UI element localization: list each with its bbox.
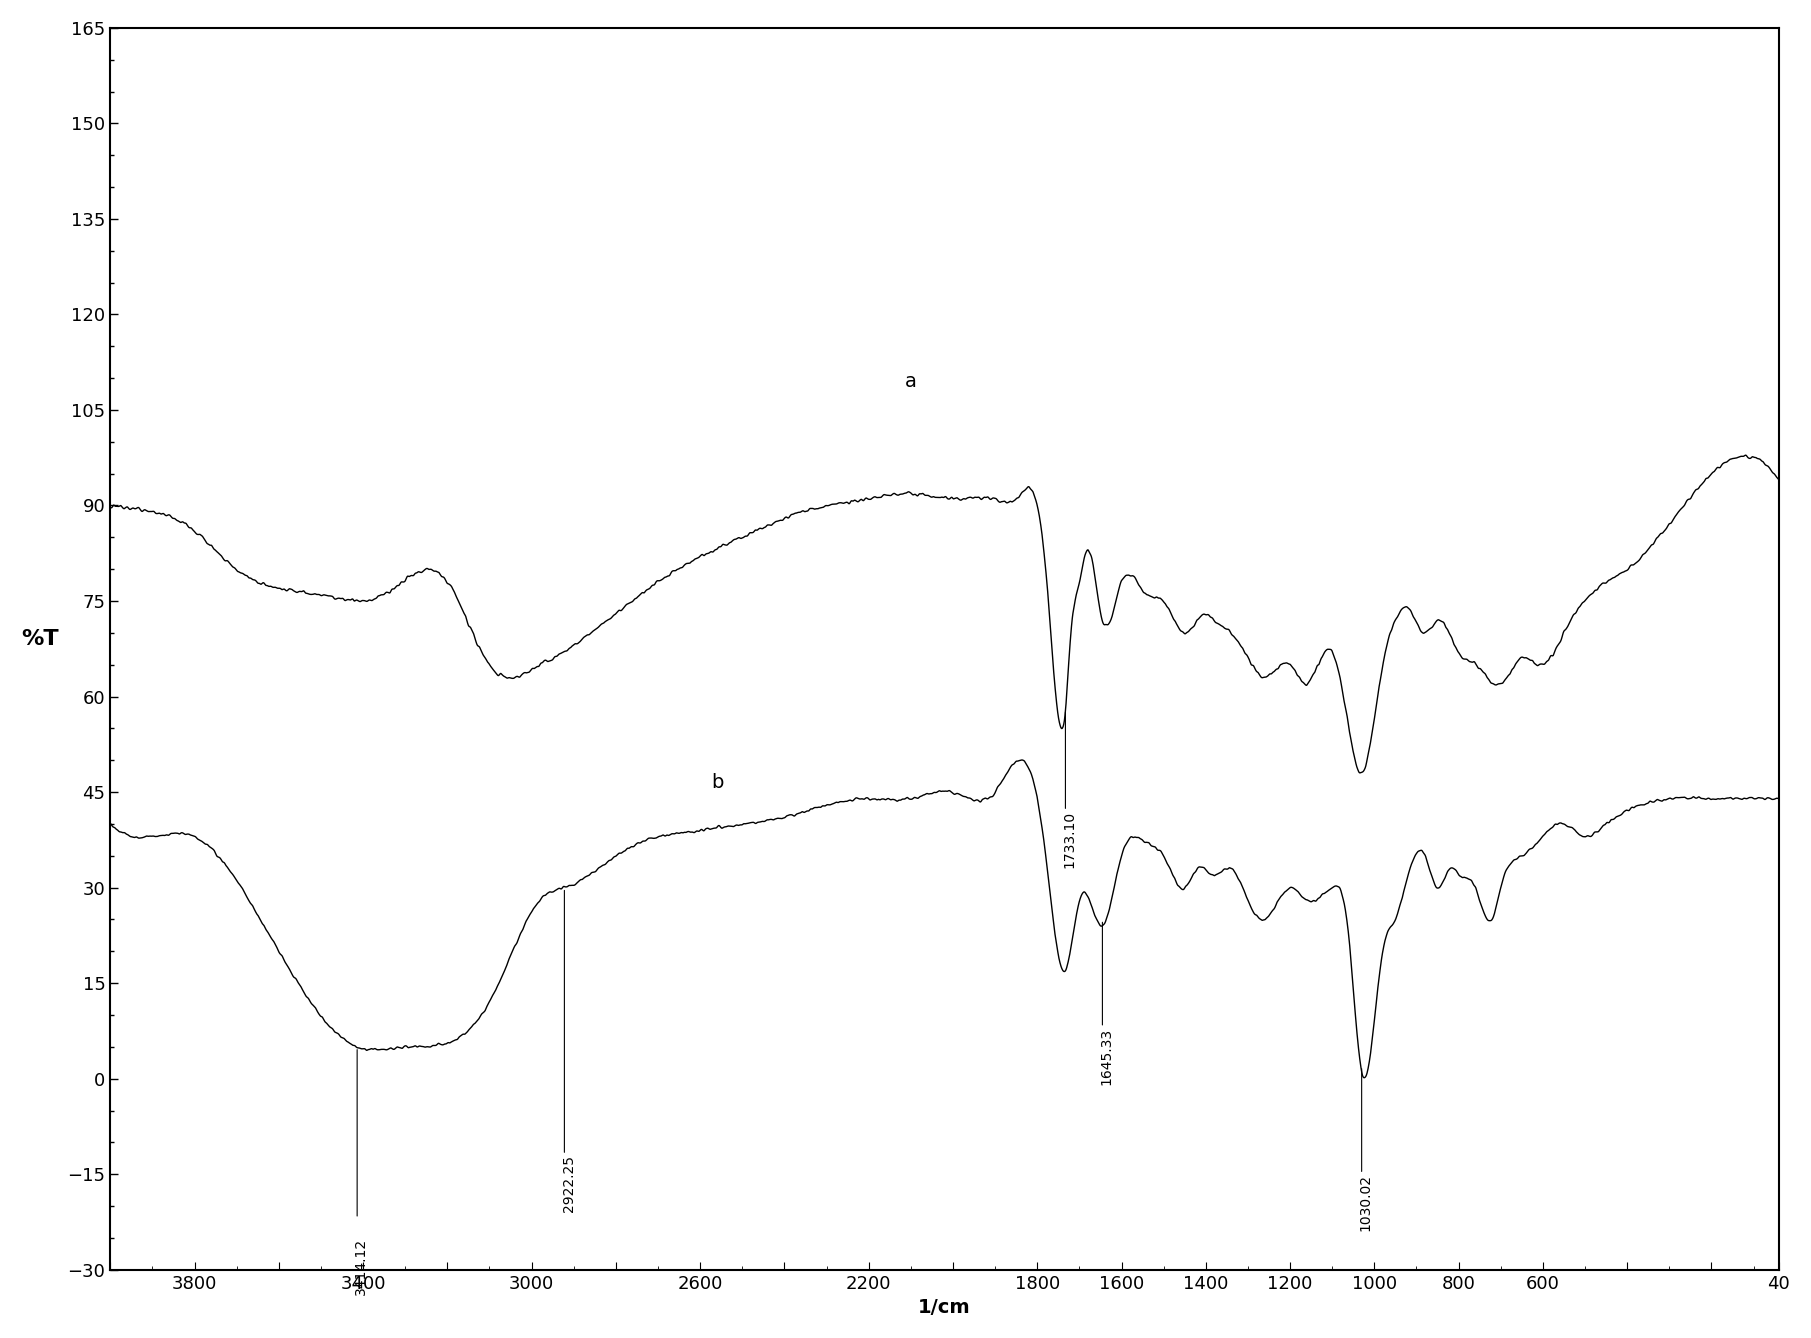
- X-axis label: 1/cm: 1/cm: [918, 1298, 971, 1317]
- Y-axis label: %T: %T: [22, 629, 58, 649]
- Text: 1733.10: 1733.10: [1063, 811, 1076, 868]
- Text: 1030.02: 1030.02: [1358, 1175, 1373, 1231]
- Text: 1645.33: 1645.33: [1099, 1028, 1114, 1085]
- Text: b: b: [712, 773, 723, 792]
- Text: a: a: [906, 372, 916, 391]
- Text: 3414.12: 3414.12: [355, 1238, 368, 1295]
- Text: 2922.25: 2922.25: [561, 1155, 576, 1212]
